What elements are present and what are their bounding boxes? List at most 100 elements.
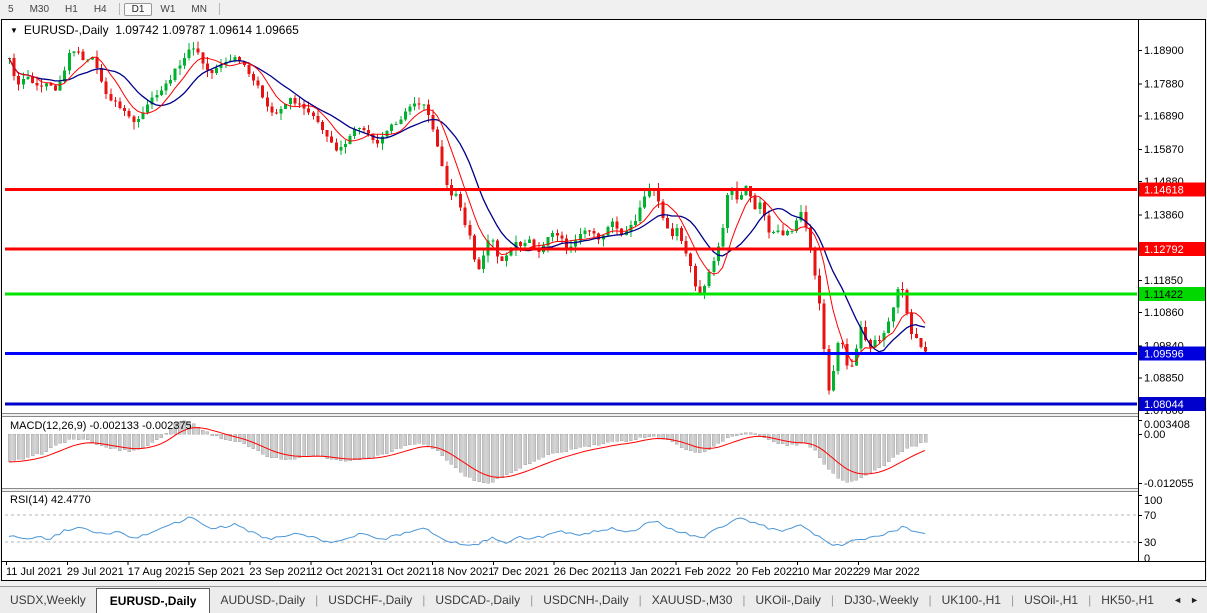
candle-body — [192, 48, 196, 50]
candle-body — [726, 195, 730, 228]
candle-body — [297, 103, 301, 105]
candle-body — [279, 108, 283, 114]
timeframe-5[interactable]: 5 — [8, 3, 14, 15]
candle-body — [413, 103, 417, 107]
candle-body — [265, 97, 269, 107]
candle-body — [509, 249, 513, 256]
price-tick-label: 1.08850 — [1144, 373, 1184, 385]
candle-body — [459, 194, 463, 208]
macd-histogram-bar — [168, 427, 173, 435]
macd-histogram-bar — [537, 433, 541, 460]
macd-histogram-bar — [845, 433, 849, 483]
candle-body — [804, 212, 808, 228]
timeframe-d1[interactable]: D1 — [123, 2, 153, 16]
price-badge-label: 1.14618 — [1144, 185, 1184, 197]
macd-histogram-bar — [725, 433, 730, 439]
macd-histogram-bar — [141, 433, 145, 448]
tab-separator: | — [830, 593, 834, 607]
macd-histogram-bar — [339, 433, 343, 461]
macd-histogram-bar — [546, 433, 550, 456]
candle-body — [776, 230, 780, 233]
macd-histogram-bar — [822, 433, 826, 465]
macd-histogram-bar — [178, 421, 182, 435]
price-tick-label: 1.10860 — [1144, 307, 1184, 319]
timeframe-w1[interactable]: W1 — [160, 3, 176, 15]
tab-eurusd-daily[interactable]: EURUSD-,Daily — [95, 588, 211, 613]
candle-body — [403, 111, 407, 120]
timeframe-h1[interactable]: H1 — [65, 3, 78, 15]
tab-hk50-h1[interactable]: HK50-,H1 — [1101, 593, 1154, 607]
candle-body — [638, 207, 642, 222]
toolbar-separator — [118, 3, 120, 15]
tab-separator: | — [422, 593, 426, 607]
tab-usdchf-daily[interactable]: USDCHF-,Daily — [328, 593, 413, 607]
macd-histogram-bar — [228, 433, 233, 442]
timeframe-m30[interactable]: M30 — [29, 3, 50, 15]
macd-histogram-bar — [403, 433, 408, 446]
macd-histogram-bar — [412, 433, 417, 445]
macd-histogram-bar — [164, 432, 168, 435]
tab-usdcad-daily[interactable]: USDCAD-,Daily — [435, 593, 521, 607]
ma-fast-line — [8, 56, 926, 362]
candle-body — [827, 349, 831, 391]
date-tick-label: 29 Mar 2022 — [858, 566, 920, 578]
tabs-scroll-right-icon[interactable]: ► — [1190, 595, 1199, 605]
tab-audusd-daily[interactable]: AUDUSD-,Daily — [220, 593, 306, 607]
candle-body — [307, 108, 311, 113]
macd-histogram-bar — [495, 433, 500, 480]
macd-histogram-bar — [62, 433, 67, 444]
candle-body — [67, 52, 71, 71]
candle-body — [896, 289, 900, 308]
date-axis-bg — [1, 562, 1206, 580]
candle-body — [730, 188, 734, 196]
tab-usdcnh-daily[interactable]: USDCNH-,Daily — [543, 593, 629, 607]
candle-body — [523, 242, 527, 247]
macd-histogram-bar — [518, 433, 523, 469]
macd-histogram-bar — [656, 433, 661, 438]
panel-splitter[interactable] — [1, 488, 1206, 492]
tab-uk100-h1[interactable]: UK100-,H1 — [941, 593, 1001, 607]
candle-body — [910, 312, 914, 335]
chart-canvas[interactable]: 1.189001.178801.168901.158701.148801.138… — [1, 19, 1206, 581]
panel-splitter[interactable] — [1, 413, 1206, 417]
macd-histogram-bar — [817, 433, 822, 458]
macd-histogram-bar — [16, 433, 21, 460]
macd-histogram-bar — [454, 433, 458, 468]
macd-histogram-bar — [739, 433, 744, 436]
macd-histogram-bar — [458, 433, 463, 473]
tab-dj30-weekly[interactable]: DJ30-,Weekly — [843, 593, 919, 607]
candle-body — [242, 61, 246, 65]
macd-histogram-bar — [712, 433, 716, 447]
candle-body — [799, 212, 803, 221]
candle-body — [818, 275, 822, 304]
candle-body — [813, 248, 817, 276]
candle-body — [173, 68, 177, 81]
tab-usdx-weekly[interactable]: USDX,Weekly — [10, 593, 86, 607]
macd-histogram-bar — [813, 433, 817, 451]
chart-title-ohlc: 1.09742 1.09787 1.09614 1.09665 — [115, 23, 299, 37]
tab-xauusd-m30[interactable]: XAUUSD-,M30 — [651, 593, 733, 607]
macd-histogram-bar — [850, 433, 854, 482]
candle-body — [882, 333, 886, 341]
macd-histogram-bar — [173, 422, 177, 435]
tab-usoil-h1[interactable]: USOil-,H1 — [1024, 593, 1079, 607]
toolbar-separator — [218, 3, 220, 15]
tab-ukoil-daily[interactable]: UKOil-,Daily — [755, 593, 821, 607]
chart-menu-icon[interactable]: ▼ — [10, 26, 18, 35]
tab-separator: | — [928, 593, 932, 607]
candle-body — [555, 232, 559, 236]
tabs-scroll-left-icon[interactable]: ◄ — [1173, 595, 1183, 605]
candle-body — [772, 232, 776, 234]
price-tick-label: 1.16890 — [1144, 111, 1184, 123]
candle-body — [436, 129, 440, 147]
timeframe-h4[interactable]: H4 — [93, 3, 107, 15]
candle-body — [380, 136, 384, 144]
rsi-tick-label: 30 — [1144, 537, 1156, 549]
candle-body — [505, 255, 509, 261]
candle-body — [703, 285, 707, 295]
timeframe-mn[interactable]: MN — [191, 3, 207, 15]
price-tick-label: 1.18900 — [1144, 45, 1184, 57]
macd-histogram-bar — [86, 433, 90, 440]
price-badge-1.11422 — [1139, 286, 1205, 301]
candle-body — [532, 239, 536, 249]
